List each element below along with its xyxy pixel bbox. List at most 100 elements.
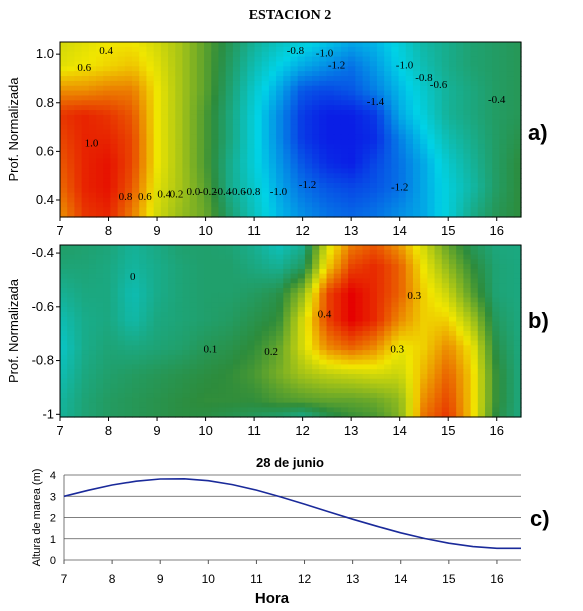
panel-a-cell (513, 202, 522, 208)
panel-a-cell (268, 100, 277, 106)
panel-a-cell (326, 178, 335, 184)
panel-a-cell (312, 148, 320, 155)
panel-b-cell (434, 350, 443, 356)
panel-a-cell (290, 66, 299, 72)
panel-a-cell (196, 202, 205, 208)
panel-a-cell (340, 144, 349, 150)
panel-a-cell (254, 129, 263, 135)
panel-b-cell (319, 292, 328, 299)
panel-a-cell (384, 134, 392, 140)
panel-b-contour-labels: 00.1 0.20.40.30.3 (130, 271, 422, 358)
panel-b-cell (81, 254, 90, 260)
panel-a-cell (477, 168, 486, 174)
panel-a-contour-label: -0.4 (488, 94, 506, 106)
panel-b-cell (499, 378, 508, 385)
panel-b-cell (420, 407, 428, 413)
panel-b-cell (132, 273, 140, 280)
panel-b-cell (326, 402, 335, 409)
panel-b-cell (448, 331, 457, 337)
panel-b-cell (376, 354, 385, 361)
panel-b-cell (88, 283, 97, 289)
panel-b-cell (189, 302, 198, 308)
panel-a-cell (175, 173, 184, 179)
panel-a-cell (211, 212, 220, 218)
panel-b-cell (326, 383, 335, 389)
panel-a-cell (168, 182, 176, 189)
panel-b-cell (268, 388, 277, 394)
panel-a-cell (60, 148, 68, 155)
panel-a-cell (211, 139, 220, 145)
panel-a-cell (81, 51, 90, 58)
panel-a-cell (261, 144, 270, 150)
panel-b-cell (326, 378, 335, 385)
panel-b-cell (441, 278, 450, 284)
panel-a-cell (175, 46, 184, 53)
panel-b-cell (88, 249, 97, 256)
panel-a-cell (67, 153, 75, 160)
panel-b-cell (513, 402, 522, 409)
panel-b-cell (340, 393, 349, 399)
panel-a-cell (312, 178, 320, 184)
panel-a-cell (268, 139, 277, 145)
panel-a-cell (276, 90, 284, 97)
panel-a-cell (110, 207, 119, 213)
panel-a-cell (261, 124, 270, 131)
panel-a-cell (261, 129, 270, 135)
panel-b-cell (492, 273, 500, 280)
panel-b-cell (196, 302, 205, 308)
panel-a-cell (247, 144, 256, 150)
panel-a-cell (384, 207, 392, 213)
panel-a-cell (283, 56, 292, 63)
panel-a-cell (319, 148, 328, 155)
panel-b-cell (391, 302, 400, 308)
panel-b-cell (182, 364, 191, 370)
panel-a-cell (240, 46, 248, 53)
panel-a-cell (348, 192, 356, 199)
panel-b-cell (470, 340, 479, 346)
panel-a-cell (117, 182, 126, 189)
panel-a-cell (304, 51, 313, 58)
panel-b-cell (168, 345, 176, 351)
panel-a-cell (103, 197, 112, 204)
panel-a-cell (276, 114, 284, 121)
panel-a-cell (477, 144, 486, 150)
panel-b-cell (477, 273, 486, 280)
panel-a-cell (124, 61, 133, 67)
panel-a-cell (88, 129, 97, 135)
panel-a-cell (132, 192, 140, 199)
panel-a-cell (463, 42, 472, 48)
panel-b-cell (477, 268, 486, 275)
panel-a-cell (319, 100, 328, 106)
panel-b-cell (110, 278, 119, 284)
panel-b-cell (276, 393, 284, 399)
panel-b-cell (182, 397, 191, 404)
panel-b-cell (139, 264, 148, 270)
panel-b-cell (124, 359, 133, 366)
panel-a-cell (103, 182, 112, 189)
panel-a-cell (268, 66, 277, 72)
panel-a-cell (218, 163, 227, 169)
panel-a-cell (427, 46, 436, 53)
panel-a-cell (175, 192, 184, 199)
panel-a-cell (189, 100, 198, 106)
panel-b-cell (477, 326, 486, 332)
panel-a-cell (427, 100, 436, 106)
panel-a-cell (189, 178, 198, 184)
panel-a-cell (412, 168, 421, 174)
panel-a-cell (160, 95, 169, 101)
panel-a-cell (168, 61, 176, 67)
panel-a-cell (218, 114, 227, 121)
panel-a-cell (225, 95, 234, 101)
panel-b-cell (333, 388, 342, 394)
panel-b-cell (96, 292, 104, 299)
panel-a-cell (412, 114, 421, 121)
panel-b-cell (88, 393, 97, 399)
panel-b-cell (420, 378, 428, 385)
panel-a-cell (355, 192, 364, 199)
panel-b-cell (499, 374, 508, 380)
panel-b-cell (348, 268, 356, 275)
panel-a-cell (204, 212, 212, 218)
panel-b-cell (405, 268, 414, 275)
panel-a-cell (427, 51, 436, 58)
panel-b-cell (146, 302, 155, 308)
